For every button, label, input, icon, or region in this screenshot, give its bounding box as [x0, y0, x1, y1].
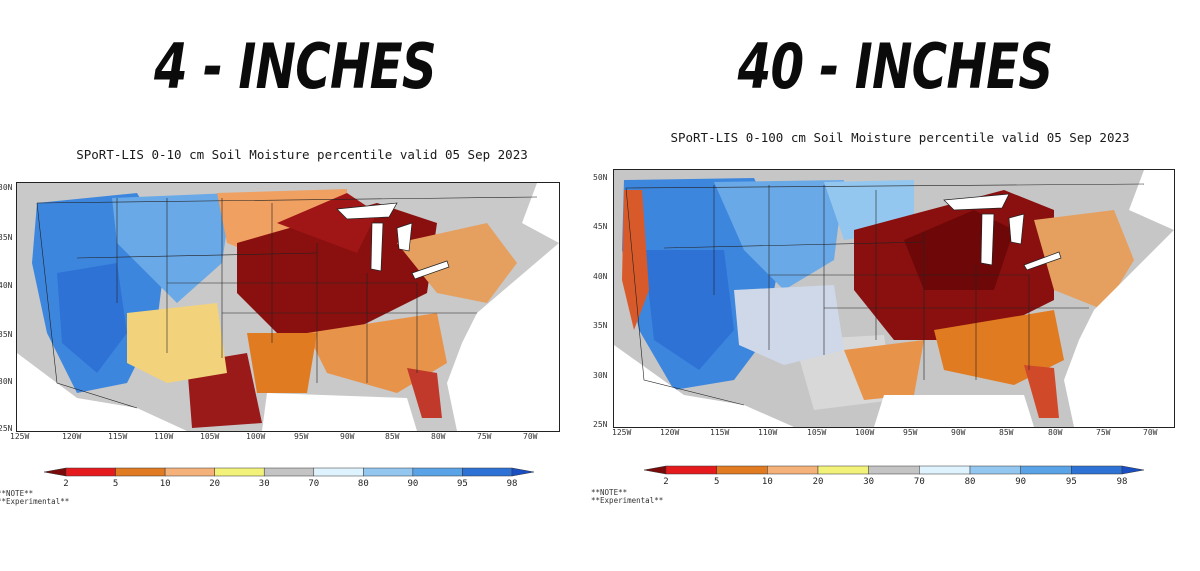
colorbar-tick-label: 5	[113, 479, 118, 489]
colorbar-segment	[462, 467, 513, 477]
lat-label: 35N	[593, 321, 608, 330]
colorbar-tick-label: 30	[863, 477, 874, 487]
lon-label: 80W	[431, 432, 446, 441]
lat-label: 50N	[593, 173, 608, 182]
lon-label: 100W	[855, 428, 875, 437]
lon-label: 105W	[200, 432, 220, 441]
lon-label: 100W	[246, 432, 266, 441]
lon-label: 120W	[660, 428, 680, 437]
colorbar-segment	[817, 465, 869, 475]
colorbar-arrow-high	[511, 467, 535, 477]
panel-40-inches: 40 - INCHES SPoRT-LIS 0-100 cm Soil Mois…	[590, 0, 1200, 571]
panel-4-inches: 4 - INCHES SPoRT-LIS 0-10 cm Soil Moistu…	[0, 0, 590, 571]
lon-label: 120W	[62, 432, 82, 441]
colorbar-tick-label: 70	[308, 479, 319, 489]
colorbar-tick-label: 20	[813, 477, 824, 487]
lon-label: 125W	[612, 428, 632, 437]
colorbar-segment	[868, 465, 920, 475]
lon-label: 90W	[340, 432, 355, 441]
lon-label: 105W	[807, 428, 827, 437]
lat-label: 30N	[593, 371, 608, 380]
lon-label: 70W	[1143, 428, 1158, 437]
lat-label: 30N	[0, 183, 13, 192]
lon-label: 110W	[154, 432, 174, 441]
lon-label: 95W	[294, 432, 309, 441]
lon-label: 95W	[903, 428, 918, 437]
colorbar-arrow-high	[1121, 465, 1145, 475]
colorbar-segment	[1020, 465, 1072, 475]
lon-label: 110W	[758, 428, 778, 437]
lat-label: 35N	[0, 330, 13, 339]
colorbar: 2 5 10 20 30 70 80 90 95 98	[43, 467, 535, 489]
lon-label: 80W	[1048, 428, 1063, 437]
colorbar-tick-label: 90	[407, 479, 418, 489]
colorbar-segment	[313, 467, 364, 477]
colorbar-tick-label: 10	[762, 477, 773, 487]
colorbar-segment	[412, 467, 463, 477]
colorbar-arrow-low	[43, 467, 67, 477]
lat-label: 25N	[593, 420, 608, 429]
colorbar-segment	[214, 467, 265, 477]
colorbar-segment	[115, 467, 166, 477]
lon-label: 85W	[385, 432, 400, 441]
lon-label: 115W	[710, 428, 730, 437]
soil-moisture-map	[16, 182, 560, 432]
panel-heading: 40 - INCHES	[737, 30, 1054, 103]
colorbar-segment	[767, 465, 819, 475]
colorbar-segment	[65, 467, 116, 477]
colorbar-segment	[969, 465, 1021, 475]
colorbar-segment	[919, 465, 971, 475]
lon-label: 75W	[477, 432, 492, 441]
colorbar-tick-label: 20	[209, 479, 220, 489]
lat-label: 30N	[0, 377, 13, 386]
colorbar-tick-label: 30	[259, 479, 270, 489]
colorbar-tick-label: 2	[663, 477, 668, 487]
lat-label: 35N	[0, 233, 13, 242]
colorbar-tick-label: 5	[714, 477, 719, 487]
lat-label: 40N	[593, 272, 608, 281]
colorbar-segment	[716, 465, 768, 475]
map-title: SPoRT-LIS 0-100 cm Soil Moisture percent…	[670, 130, 1130, 145]
note-line: **Experimental**	[591, 496, 664, 505]
colorbar-tick-label: 10	[160, 479, 171, 489]
lon-label: 125W	[10, 432, 30, 441]
note-line: **NOTE**	[591, 488, 628, 497]
colorbar-tick-label: 80	[358, 479, 369, 489]
colorbar: 2 5 10 20 30 70 80 90 95 98	[643, 465, 1145, 487]
colorbar-tick-label: 90	[1015, 477, 1026, 487]
colorbar-segment	[363, 467, 414, 477]
colorbar-segment	[665, 465, 717, 475]
panel-heading: 4 - INCHES	[154, 30, 437, 103]
note-line: **NOTE**	[0, 489, 34, 498]
lon-label: 70W	[523, 432, 538, 441]
lon-label: 115W	[108, 432, 128, 441]
colorbar-tick-label: 95	[457, 479, 468, 489]
lon-label: 75W	[1096, 428, 1111, 437]
colorbar-tick-label: 70	[914, 477, 925, 487]
lat-label: 45N	[593, 222, 608, 231]
lat-label: 40N	[0, 281, 13, 290]
colorbar-segment	[1071, 465, 1123, 475]
map-svg-0-10cm	[17, 183, 559, 431]
colorbar-tick-label: 95	[1066, 477, 1077, 487]
colorbar-tick-label: 98	[507, 479, 518, 489]
colorbar-tick-label: 2	[63, 479, 68, 489]
lon-label: 90W	[951, 428, 966, 437]
soil-moisture-map	[613, 169, 1175, 428]
colorbar-segment	[263, 467, 315, 477]
colorbar-segment	[164, 467, 215, 477]
map-svg-0-100cm	[614, 170, 1174, 427]
map-title: SPoRT-LIS 0-10 cm Soil Moisture percenti…	[76, 147, 528, 162]
colorbar-arrow-low	[643, 465, 667, 475]
colorbar-tick-label: 80	[965, 477, 976, 487]
lon-label: 85W	[999, 428, 1014, 437]
note-line: **Experimental**	[0, 497, 70, 506]
lat-label: 25N	[0, 424, 13, 433]
colorbar-tick-label: 98	[1117, 477, 1128, 487]
